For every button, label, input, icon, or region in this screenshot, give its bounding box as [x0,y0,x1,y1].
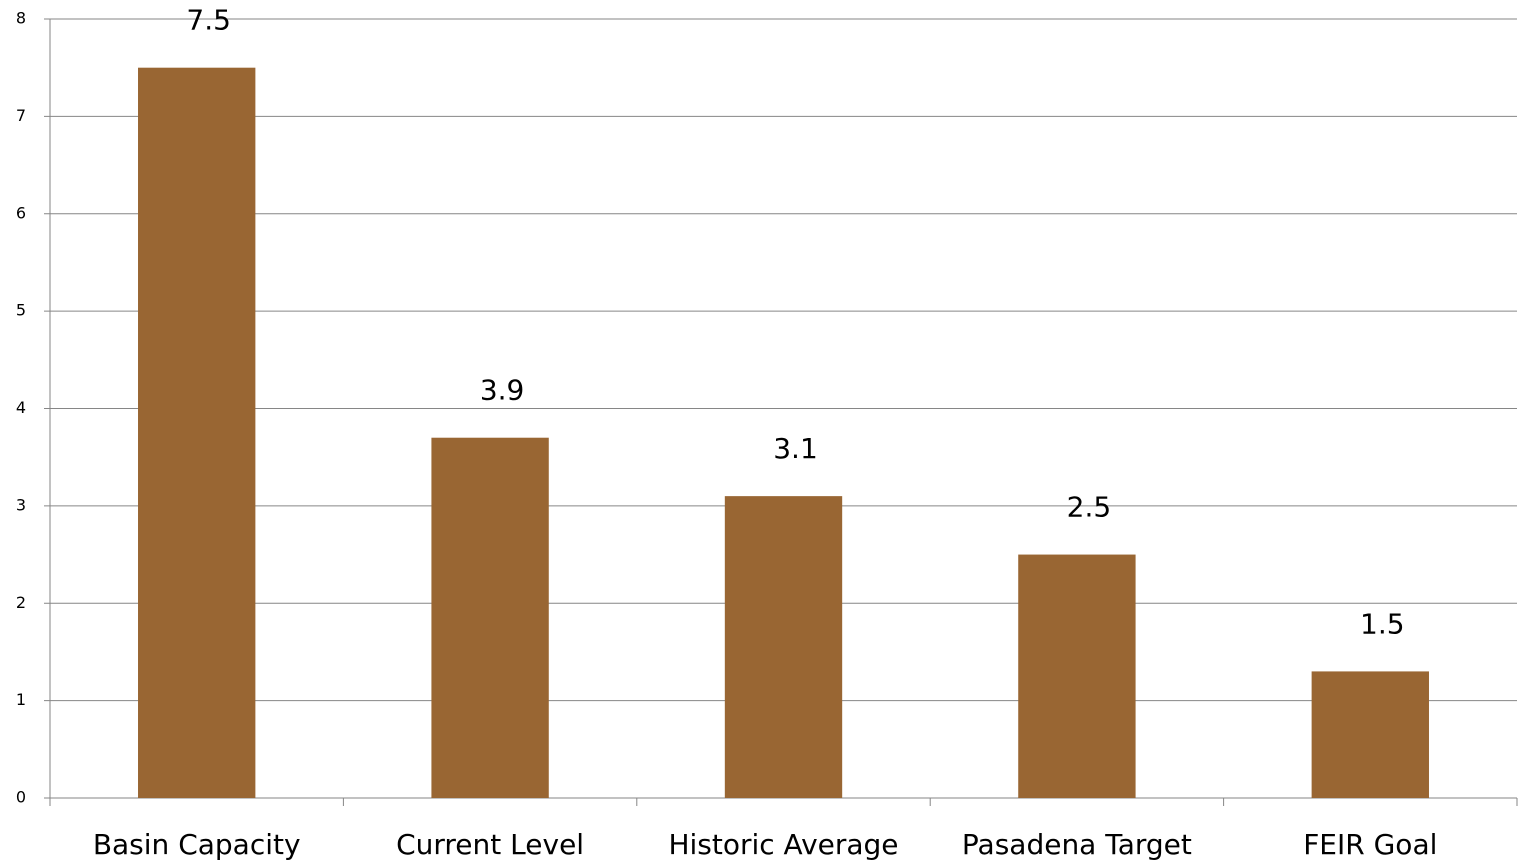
annotation: 3.9 [480,374,525,407]
annotation: 1.5 [1360,607,1405,640]
y-tick-label: 8 [16,9,26,28]
x-tick-label: Current Level [396,828,584,861]
bar [431,437,549,798]
bar [1018,554,1136,798]
y-tick-label: 4 [16,398,26,417]
y-tick-label: 7 [16,106,26,125]
y-tick-label: 1 [16,690,26,709]
annotation: 7.5 [186,4,231,37]
x-tick-label: Pasadena Target [962,828,1192,861]
x-tick-label: Basin Capacity [93,828,301,861]
y-tick-label: 5 [16,301,26,320]
y-tick-label: 0 [16,788,26,807]
annotation: 3.1 [773,432,818,465]
bar [724,496,843,798]
y-tick-label: 2 [16,593,26,612]
x-tick-label: FEIR Goal [1303,828,1437,861]
x-tick-label: Historic Average [668,828,898,861]
bar [138,67,256,798]
y-tick-label: 6 [16,203,26,222]
y-tick-label: 3 [16,495,26,514]
bar [1311,671,1429,798]
annotation: 2.5 [1067,491,1112,524]
